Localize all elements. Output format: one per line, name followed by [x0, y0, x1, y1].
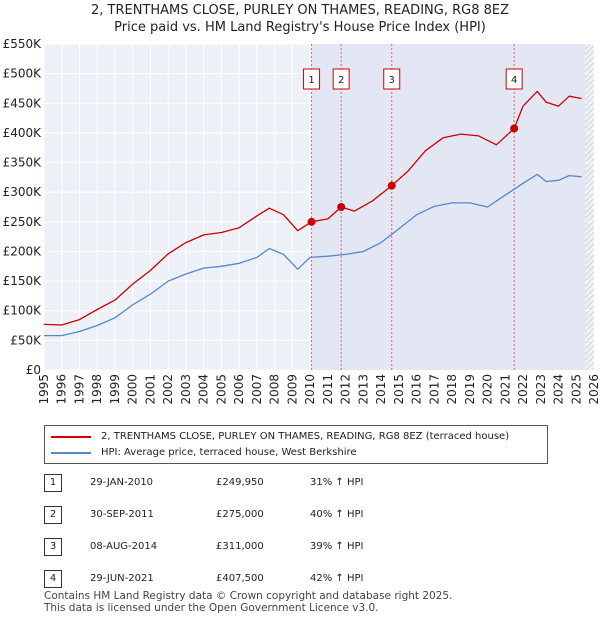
sale-date: 29-JUN-2021: [90, 573, 154, 584]
x-tick-label: 2015: [392, 374, 406, 405]
sale-hpi-change: 39% ↑ HPI: [310, 541, 364, 552]
sale-label-number: 1: [308, 75, 314, 86]
legend-label-property: 2, TRENTHAMS CLOSE, PURLEY ON THAMES, RE…: [101, 431, 510, 442]
sale-price: £249,950: [216, 477, 264, 488]
chart-legend: 2, TRENTHAMS CLOSE, PURLEY ON THAMES, RE…: [44, 425, 548, 464]
x-tick-label: 2025: [569, 374, 583, 405]
legend-item-hpi: HPI: Average price, terraced house, West…: [51, 445, 357, 460]
legend-item-property: 2, TRENTHAMS CLOSE, PURLEY ON THAMES, RE…: [51, 429, 509, 444]
x-tick-label: 2000: [126, 374, 140, 405]
x-tick-label: 2024: [552, 374, 566, 405]
y-tick-label: £200K: [3, 244, 43, 258]
y-tick-label: £0: [26, 363, 41, 377]
x-tick-label: 2006: [232, 374, 246, 405]
sale-hpi-change: 31% ↑ HPI: [310, 477, 364, 488]
footer-line-2: This data is licensed under the Open Gov…: [44, 602, 379, 614]
x-tick-label: 2008: [268, 374, 282, 405]
sale-period-shading: [311, 44, 586, 370]
x-tick-label: 1997: [72, 374, 86, 405]
x-tick-label: 2013: [356, 374, 370, 405]
y-tick-label: £50K: [10, 333, 42, 347]
sale-number-badge: 3: [44, 538, 62, 556]
x-tick-label: 2016: [410, 374, 424, 405]
sale-point: [510, 124, 519, 133]
sale-price: £407,500: [216, 573, 264, 584]
sale-label-number: 2: [338, 75, 344, 86]
sale-point: [337, 203, 346, 211]
x-tick-label: 2002: [161, 374, 175, 405]
y-tick-label: £450K: [3, 96, 43, 110]
series-line-hpi: [44, 173, 582, 337]
y-tick-label: £400K: [3, 126, 43, 140]
x-tick-label: 1995: [37, 374, 51, 405]
sale-number-badge: 2: [44, 506, 62, 524]
x-tick-label: 2001: [143, 374, 157, 405]
y-tick-label: £350K: [3, 156, 43, 170]
x-tick-label: 2011: [321, 374, 335, 405]
sale-hpi-change: 42% ↑ HPI: [310, 573, 364, 584]
y-tick-label: £100K: [3, 304, 43, 318]
legend-swatch-property: [51, 435, 91, 438]
x-tick-label: 2026: [587, 374, 600, 405]
footer-line-1: Contains HM Land Registry data © Crown c…: [44, 590, 453, 602]
sale-label-box: [505, 68, 523, 90]
x-tick-label: 2023: [534, 374, 548, 405]
y-tick-label: £300K: [3, 185, 43, 199]
sale-point: [307, 217, 316, 226]
sale-row-2: 2 30-SEP-2011 £275,000 40% ↑ HPI: [44, 506, 564, 526]
sale-row-3: 3 08-AUG-2014 £311,000 39% ↑ HPI: [44, 538, 564, 558]
footer-notice: Contains HM Land Registry data © Crown c…: [44, 590, 452, 614]
x-tick-label: 2022: [516, 374, 530, 405]
x-tick-label: 2009: [285, 374, 299, 405]
sale-price: £275,000: [216, 509, 264, 520]
sale-price: £311,000: [216, 541, 264, 552]
x-tick-label: 2003: [179, 374, 193, 405]
x-tick-label: 2012: [339, 374, 353, 405]
sale-number-badge: 4: [44, 570, 62, 588]
sale-row-1: 1 29-JAN-2010 £249,950 31% ↑ HPI: [44, 474, 564, 494]
x-tick-label: 1999: [108, 374, 122, 405]
sale-label-box: [383, 68, 401, 90]
chart-title-block: 2, TRENTHAMS CLOSE, PURLEY ON THAMES, RE…: [0, 2, 600, 36]
sale-date: 29-JAN-2010: [90, 477, 154, 488]
x-tick-label: 2020: [481, 374, 495, 405]
y-tick-label: £500K: [3, 67, 43, 81]
series-line-property: [43, 90, 582, 326]
legend-label-hpi: HPI: Average price, terraced house, West…: [101, 447, 357, 458]
sale-hpi-change: 40% ↑ HPI: [310, 509, 364, 520]
x-tick-label: 2017: [427, 374, 441, 405]
x-tick-label: 2010: [303, 374, 317, 405]
sale-date: 08-AUG-2014: [90, 541, 158, 552]
forecast-hatch-area: [585, 44, 594, 370]
sale-number-badge: 1: [44, 474, 62, 492]
sale-date: 30-SEP-2011: [90, 509, 154, 520]
x-tick-label: 2018: [445, 374, 459, 405]
legend-swatch-hpi: [51, 451, 91, 454]
sale-label-box: [303, 68, 321, 90]
y-tick-label: £550K: [3, 37, 43, 51]
x-tick-label: 1996: [55, 374, 69, 405]
sale-label-box: [332, 68, 350, 90]
y-tick-label: £250K: [3, 215, 43, 229]
sale-point: [387, 181, 396, 190]
x-tick-label: 1998: [90, 374, 104, 405]
x-tick-label: 2004: [197, 374, 211, 405]
sale-label-number: 3: [389, 75, 395, 86]
sale-row-4: 4 29-JUN-2021 £407,500 42% ↑ HPI: [44, 570, 564, 590]
x-tick-label: 2014: [374, 374, 388, 405]
y-tick-label: £150K: [3, 274, 43, 288]
x-tick-label: 2019: [463, 374, 477, 405]
chart-subtitle: Price paid vs. HM Land Registry's House …: [114, 20, 486, 35]
x-tick-label: 2021: [498, 374, 512, 405]
x-tick-label: 2007: [250, 374, 264, 405]
chart-title: 2, TRENTHAMS CLOSE, PURLEY ON THAMES, RE…: [91, 3, 509, 18]
sale-label-number: 4: [511, 75, 517, 86]
x-tick-label: 2005: [214, 374, 228, 405]
